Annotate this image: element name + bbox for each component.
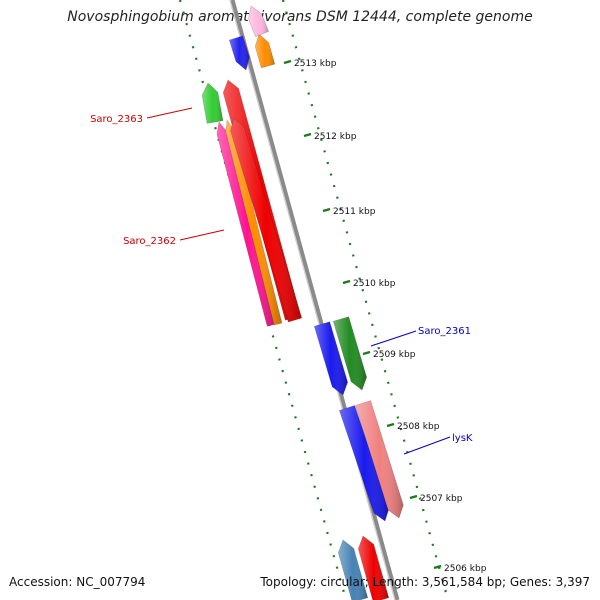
tick-label: 2509 kbp bbox=[373, 350, 416, 360]
gene-shading bbox=[339, 405, 390, 521]
accession-text: Accession: NC_007794 bbox=[9, 575, 146, 589]
gene-shading bbox=[338, 540, 368, 600]
gene-label-leader bbox=[403, 436, 451, 455]
gene-shading bbox=[202, 83, 223, 124]
gene-label[interactable]: Saro_2361 bbox=[418, 326, 471, 337]
tick-mark bbox=[342, 279, 351, 285]
tick-label: 2508 kbp bbox=[397, 422, 440, 432]
gene-shading bbox=[355, 400, 404, 518]
gene-arrow[interactable] bbox=[355, 400, 404, 519]
tick-mark bbox=[433, 564, 442, 570]
tick-label: 2512 kbp bbox=[314, 132, 357, 142]
gene-shading bbox=[333, 316, 367, 390]
gene-shading bbox=[314, 321, 348, 395]
gene-label[interactable]: Saro_2363 bbox=[90, 114, 143, 125]
gene-shading bbox=[230, 118, 302, 322]
tick-mark bbox=[386, 422, 395, 428]
gene-arrow[interactable] bbox=[337, 539, 369, 600]
gene-arrow[interactable] bbox=[228, 35, 250, 71]
gene-arrow[interactable] bbox=[254, 33, 276, 69]
gene-shading bbox=[358, 536, 389, 600]
tick-mark bbox=[283, 59, 292, 65]
tick-label: 2510 kbp bbox=[353, 279, 396, 289]
genome-stats-text: Topology: circular; Length: 3,561,584 bp… bbox=[260, 575, 590, 589]
tick-label: 2507 kbp bbox=[420, 494, 463, 504]
gene-shading bbox=[229, 35, 250, 70]
tick-label: 2511 kbp bbox=[333, 207, 376, 217]
tick-mark bbox=[362, 350, 371, 356]
gene-arrow[interactable] bbox=[230, 117, 303, 323]
gene-label[interactable]: Saro_2362 bbox=[123, 236, 176, 247]
gene-arrow[interactable] bbox=[313, 321, 348, 396]
gene-arrow[interactable] bbox=[248, 5, 269, 37]
gene-label-leader bbox=[370, 330, 417, 347]
gene-label-leader bbox=[146, 107, 193, 119]
tick-guide-line bbox=[281, 0, 450, 600]
gene-shading bbox=[248, 6, 269, 37]
gene-arrow[interactable] bbox=[357, 535, 390, 600]
gene-label[interactable]: lysK bbox=[452, 433, 473, 444]
tick-mark bbox=[409, 494, 418, 500]
genome-backbone-highlight bbox=[229, 0, 396, 600]
gene-arrow[interactable] bbox=[332, 316, 367, 391]
gene-shading bbox=[225, 120, 282, 325]
tick-mark bbox=[322, 207, 331, 213]
tick-label: 2513 kbp bbox=[294, 59, 337, 69]
gene-shading bbox=[255, 34, 275, 68]
gene-label-leader bbox=[179, 229, 225, 241]
gene-arrow[interactable] bbox=[201, 82, 224, 124]
tick-label: 2506 kbp bbox=[444, 564, 487, 574]
tick-mark bbox=[303, 132, 312, 138]
genome-backbone bbox=[229, 0, 400, 600]
